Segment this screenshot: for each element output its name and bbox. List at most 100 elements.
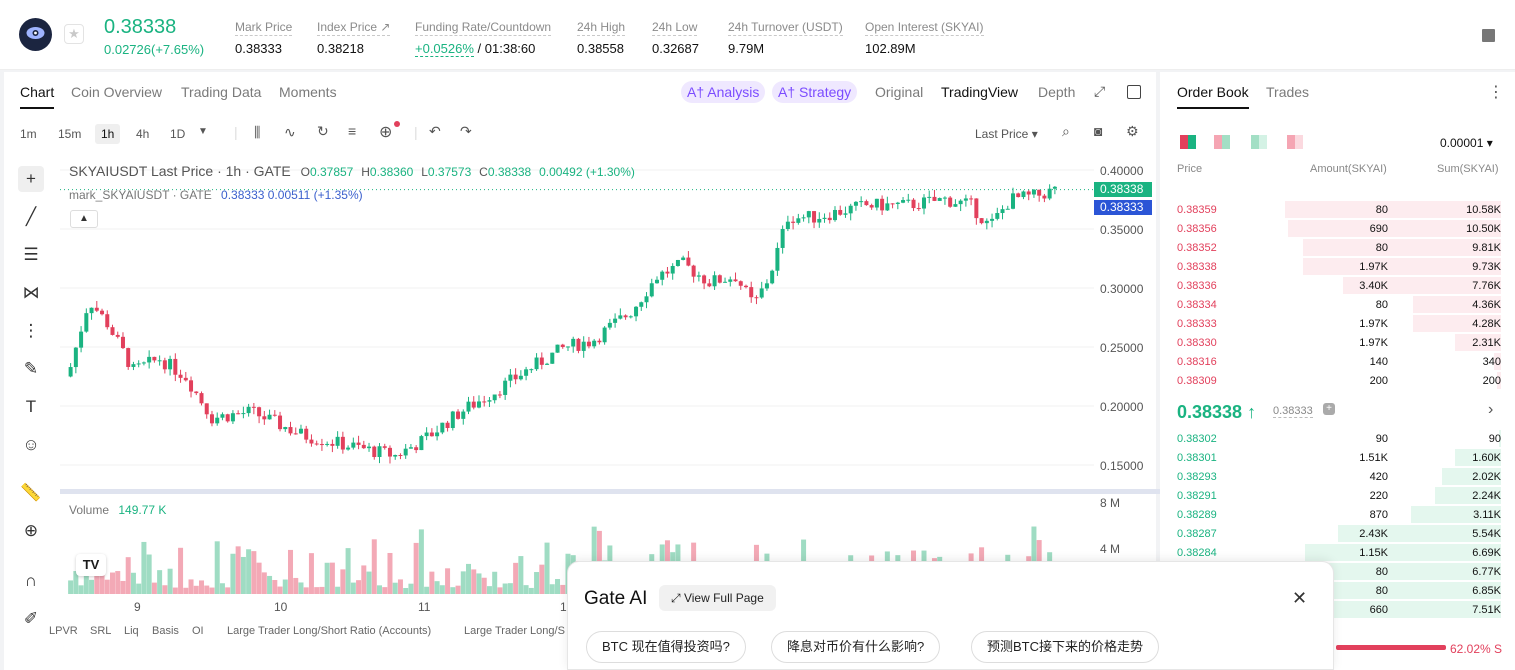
camera-icon[interactable]: ◙ — [1094, 123, 1103, 139]
chevron-down-icon[interactable]: ▼ — [198, 126, 208, 137]
candle-body — [733, 279, 738, 282]
ask-row[interactable]: 0.38334 80 4.36K — [1160, 295, 1515, 314]
bid-row[interactable]: 0.38293 420 2.02K — [1160, 467, 1515, 486]
more-options-icon[interactable]: ⋮ — [1488, 84, 1504, 101]
indicator-liq[interactable]: Liq — [124, 625, 139, 637]
tab-order-book[interactable]: Order Book — [1177, 84, 1249, 109]
tab-chart[interactable]: Chart — [20, 84, 55, 109]
ai-suggestion-2[interactable]: 降息对币价有什么影响? — [771, 631, 941, 663]
interval-15m[interactable]: 15m — [58, 127, 82, 141]
strategy-button[interactable]: A† Strategy — [772, 81, 858, 103]
interval-1d[interactable]: 1D — [170, 127, 186, 141]
indicator-oi[interactable]: OI — [192, 625, 204, 637]
bid-row[interactable]: 0.38291 220 2.24K — [1160, 486, 1515, 505]
view-split-icon[interactable] — [1214, 135, 1230, 149]
tab-trading-data[interactable]: Trading Data — [181, 84, 262, 100]
fib-icon[interactable]: ⋮ — [22, 321, 40, 340]
bid-row[interactable]: 80 6.85K — [1160, 581, 1515, 600]
bid-row[interactable]: 660 7.51K — [1160, 600, 1515, 619]
expand-icon[interactable]: ⤢ — [1094, 83, 1106, 99]
volume-bar — [115, 571, 121, 594]
ask-row[interactable]: 0.38309 200 200 — [1160, 371, 1515, 390]
bid-row[interactable]: 0.38301 1.51K 1.60K — [1160, 448, 1515, 467]
ask-row[interactable]: 0.38316 140 340 — [1160, 352, 1515, 371]
tab-moments[interactable]: Moments — [279, 84, 337, 100]
indicator-srl[interactable]: SRL — [90, 625, 112, 637]
tab-coin-overview[interactable]: Coin Overview — [71, 84, 163, 100]
undo-icon[interactable]: ↶ — [429, 123, 441, 139]
list-icon[interactable]: ≡ — [348, 123, 357, 139]
ai-suggestion-1[interactable]: BTC 现在值得投资吗? — [586, 631, 746, 663]
candle-body — [105, 314, 110, 328]
emoji-icon[interactable]: ☺ — [22, 435, 40, 454]
ruler-icon[interactable]: 📏 — [20, 483, 42, 502]
ask-row[interactable]: 0.38356 690 10.50K — [1160, 219, 1515, 238]
window-icon[interactable] — [1127, 85, 1141, 99]
favorite-star-icon[interactable]: ★ — [64, 24, 84, 44]
zoom-in-icon[interactable]: ⊕ — [23, 521, 39, 540]
candle-type-icon[interactable]: ⫼ — [254, 124, 261, 140]
ask-row[interactable]: 0.38359 80 10.58K — [1160, 200, 1515, 219]
interval-4h[interactable]: 4h — [136, 127, 150, 141]
candle-body — [948, 197, 953, 207]
bid-row[interactable]: 80 6.77K — [1160, 562, 1515, 581]
tab-trades[interactable]: Trades — [1266, 84, 1310, 100]
refresh-icon[interactable]: ↻ — [317, 123, 329, 139]
tradingview-logo[interactable]: TV — [76, 554, 106, 576]
redo-icon[interactable]: ↷ — [460, 123, 472, 139]
text-icon[interactable]: T — [25, 397, 37, 416]
guide-book-icon[interactable] — [1482, 29, 1495, 42]
price-type-select[interactable]: Last Price ▾ — [975, 127, 1038, 141]
view-bids-icon[interactable] — [1251, 135, 1267, 149]
close-icon[interactable]: ✕ — [1292, 588, 1308, 608]
plus-icon[interactable]: + — [1323, 403, 1335, 415]
volume-bar — [146, 554, 152, 594]
ask-row[interactable]: 0.38333 1.97K 4.28K — [1160, 314, 1515, 333]
indicator-basis[interactable]: Basis — [152, 625, 179, 637]
pane-separator[interactable] — [60, 489, 1160, 494]
pattern-icon[interactable]: ⋈ — [22, 283, 40, 302]
indicators-icon[interactable]: ∿ — [284, 124, 296, 140]
magnet-icon[interactable]: ∩ — [24, 571, 38, 590]
volume-bar — [193, 585, 199, 594]
indicator-lpvr[interactable]: LPVR — [49, 625, 78, 637]
view-tradingview[interactable]: TradingView — [941, 84, 1019, 100]
view-full-page-button[interactable]: ⤢ View Full Page — [659, 585, 776, 611]
ask-row[interactable]: 0.38330 1.97K 2.31K — [1160, 333, 1515, 352]
add-indicator-icon[interactable]: ⊕ — [379, 124, 393, 141]
interval-1h[interactable]: 1h — [95, 124, 121, 144]
stat-label: Mark Price — [235, 20, 293, 36]
crosshair-icon[interactable]: + — [18, 166, 44, 192]
pencil-lock-icon[interactable]: ✐ — [23, 609, 39, 628]
view-depth[interactable]: Depth — [1038, 84, 1076, 100]
trend-line-icon[interactable]: ╱ — [25, 207, 37, 226]
candle-body — [398, 454, 403, 456]
bid-row[interactable]: 0.38289 870 3.11K — [1160, 505, 1515, 524]
chevron-right-icon[interactable]: › — [1488, 401, 1494, 418]
candlestick-plot[interactable] — [60, 154, 1094, 494]
bid-row[interactable]: 0.38302 90 90 — [1160, 429, 1515, 448]
bid-row[interactable]: 0.38287 2.43K 5.54K — [1160, 524, 1515, 543]
gear-icon[interactable]: ⚙ — [1126, 123, 1139, 139]
ask-row[interactable]: 0.38336 3.40K 7.76K — [1160, 276, 1515, 295]
bid-row[interactable]: 0.38284 1.15K 6.69K — [1160, 543, 1515, 562]
precision-select[interactable]: 0.00001 ▾ — [1440, 136, 1493, 150]
view-both-icon[interactable] — [1180, 135, 1196, 149]
view-original[interactable]: Original — [875, 84, 924, 100]
stat-index-price[interactable]: Index Price ↗ 0.38218 — [317, 18, 391, 56]
brush-icon[interactable]: ✎ — [23, 359, 39, 378]
ai-suggestion-3[interactable]: 预测BTC接下来的价格走势 — [971, 631, 1160, 663]
indicator-large-trader-accounts[interactable]: Large Trader Long/Short Ratio (Accounts) — [227, 625, 432, 637]
candle-body — [859, 201, 864, 203]
interval-1m[interactable]: 1m — [20, 127, 37, 141]
search-icon[interactable]: ⌕ — [1062, 123, 1070, 139]
view-asks-icon[interactable] — [1287, 135, 1303, 149]
collapse-legend-button[interactable]: ▲ — [70, 210, 98, 228]
ask-row[interactable]: 0.38352 80 9.81K — [1160, 238, 1515, 257]
analysis-button[interactable]: A† Analysis — [681, 81, 766, 103]
horizontal-lines-icon[interactable]: ☰ — [23, 245, 39, 264]
ask-row[interactable]: 0.38338 1.97K 9.73K — [1160, 257, 1515, 276]
indicator-large-trader-positions[interactable]: Large Trader Long/S — [464, 625, 565, 637]
candle-body — [497, 394, 502, 396]
view-full-page-label: View Full Page — [683, 591, 764, 605]
